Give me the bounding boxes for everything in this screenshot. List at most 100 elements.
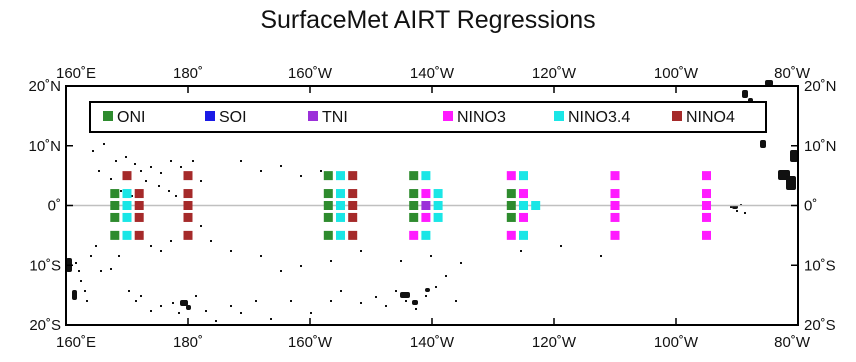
island-dot: [425, 295, 427, 297]
island-dot: [330, 300, 332, 302]
station-marker-nino3: [702, 189, 711, 199]
station-marker-oni: [409, 189, 419, 199]
lon-label-bottom: 140˚W: [410, 334, 455, 351]
legend-label-nino34: NINO3.4: [568, 109, 630, 126]
station-marker-nino3: [702, 171, 711, 181]
island-dot: [520, 250, 522, 252]
island-dot: [405, 300, 407, 302]
island-dot: [200, 180, 202, 182]
station-marker-oni: [110, 201, 120, 210]
lon-label-top: 160˚W: [288, 65, 333, 82]
station-marker-nino34: [519, 230, 528, 240]
lon-label-top: 120˚W: [532, 65, 577, 82]
station-marker-oni: [110, 230, 120, 240]
station-marker-nino34: [421, 230, 431, 240]
station-marker-oni: [506, 201, 516, 210]
island-dot: [340, 290, 342, 292]
island-dot: [270, 318, 272, 320]
legend-swatch-nino4: [672, 111, 682, 121]
lat-label-left: 20˚N: [28, 78, 61, 95]
legend-label-oni: ONI: [117, 109, 145, 126]
station-markers: [110, 171, 711, 240]
station-marker-nino34: [433, 189, 443, 199]
station-marker-nino3: [519, 212, 528, 222]
island-shape: [742, 90, 748, 98]
island-dot: [140, 295, 142, 297]
legend-swatch-nino34: [554, 111, 564, 121]
station-marker-nino4: [183, 189, 193, 199]
lon-label-top: 100˚W: [654, 65, 699, 82]
island-dot: [95, 245, 97, 247]
station-marker-nino34: [122, 201, 132, 210]
island-dot: [400, 260, 402, 262]
island-shape: [786, 176, 796, 190]
island-dot: [415, 308, 417, 310]
station-marker-nino4: [183, 230, 193, 240]
lon-label-top: 160˚E: [56, 65, 96, 82]
island-dot: [168, 190, 170, 192]
island-dot: [135, 300, 137, 302]
station-marker-nino4: [134, 230, 144, 240]
island-dot: [131, 195, 133, 197]
island-shape: [72, 290, 77, 300]
station-marker-oni: [323, 201, 333, 210]
island-dot: [100, 270, 102, 272]
station-marker-nino3: [702, 201, 711, 210]
station-marker-nino34: [336, 212, 345, 222]
station-marker-nino3: [610, 212, 620, 222]
island-shape: [765, 80, 773, 86]
legend-label-nino3: NINO3: [457, 109, 506, 126]
island-dot: [80, 280, 82, 282]
island-dot: [180, 166, 182, 168]
island-dot: [98, 170, 100, 172]
station-marker-nino3: [421, 212, 431, 222]
island-dot: [210, 240, 212, 242]
island-dot: [300, 175, 302, 177]
legend-box: [89, 101, 767, 133]
lat-label-left: 0˚: [48, 198, 61, 215]
island-dot: [240, 160, 242, 162]
lon-label-top: 140˚W: [410, 65, 455, 82]
station-marker-nino4: [348, 201, 358, 210]
island-dot: [150, 310, 152, 312]
island-dot: [90, 255, 92, 257]
island-dot: [128, 290, 130, 292]
island-dot: [110, 268, 112, 270]
station-marker-oni: [409, 171, 419, 181]
island-dot: [110, 178, 112, 180]
island-dot: [125, 156, 127, 158]
island-dot: [280, 165, 282, 167]
station-marker-nino34: [531, 201, 541, 210]
island-dot: [195, 295, 197, 297]
island-shape: [425, 288, 430, 292]
station-marker-nino4: [183, 171, 193, 181]
map-title: SurfaceMet AIRT Regressions: [260, 6, 596, 34]
island-shape: [186, 305, 191, 310]
station-marker-nino3: [610, 189, 620, 199]
lat-label-right: 10˚S: [804, 257, 836, 274]
lat-label-left: 10˚N: [28, 138, 61, 155]
island-dot: [118, 255, 120, 257]
station-marker-nino4: [348, 189, 358, 199]
axis-ticks: 160˚E 160˚E 180˚ 180˚ 160˚W 160˚W 140˚W 140˚W 12…: [28, 65, 836, 351]
island-dot: [240, 312, 242, 314]
lat-label-right: 10˚N: [804, 138, 837, 155]
station-marker-nino3: [610, 230, 620, 240]
legend-swatch-nino3: [443, 111, 453, 121]
station-marker-oni: [323, 230, 333, 240]
station-marker-oni: [110, 212, 120, 222]
station-marker-nino34: [336, 201, 345, 210]
island-dot: [170, 160, 172, 162]
lon-label-bottom: 180˚: [173, 334, 203, 351]
island-shape: [180, 300, 188, 306]
island-dot: [320, 170, 322, 172]
island-dot: [170, 240, 172, 242]
island-dot: [215, 320, 217, 322]
station-marker-nino3: [421, 189, 431, 199]
station-marker-oni: [506, 212, 516, 222]
station-marker-nino3: [610, 171, 620, 181]
coastlines: [66, 80, 798, 322]
legend-label-soi: SOI: [219, 109, 247, 126]
island-dot: [460, 262, 462, 264]
island-dot: [160, 172, 162, 174]
